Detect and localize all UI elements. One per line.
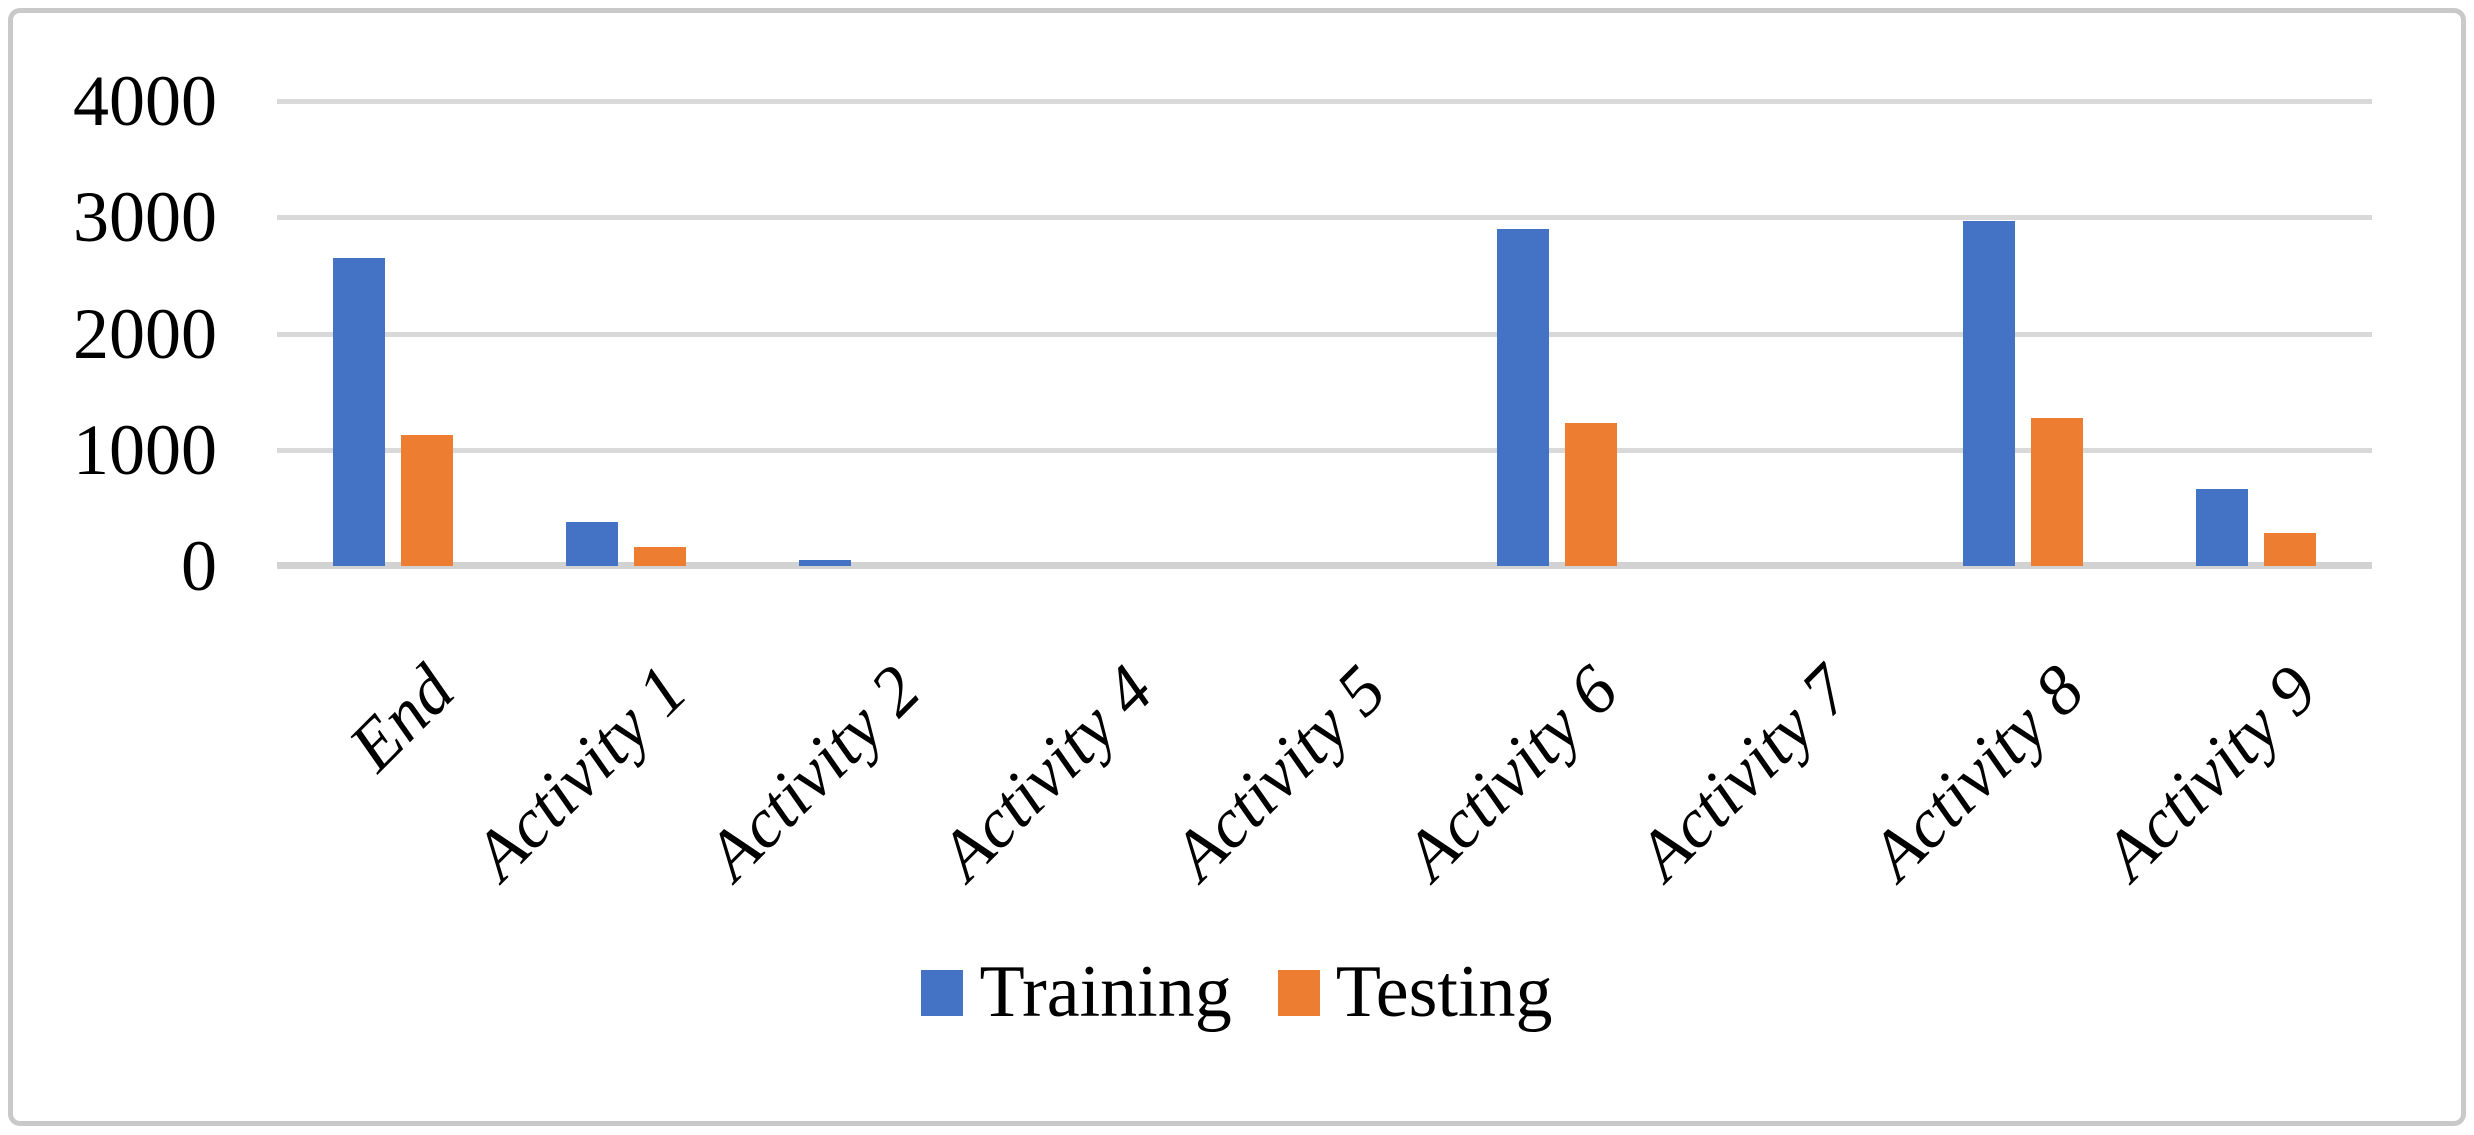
y-tick-label: 4000	[73, 61, 217, 141]
legend-marker-training	[921, 969, 964, 1016]
y-tick-label: 2000	[73, 293, 217, 374]
bar-testing-activity-8	[2031, 418, 2083, 566]
legend-label: Testing	[1335, 951, 1553, 1033]
x-axis-label: Activity 9	[2089, 651, 2332, 895]
bar-training-activity-2	[799, 560, 851, 566]
bar-training-end	[333, 258, 385, 566]
gridline	[277, 447, 2372, 453]
x-axis-line	[277, 562, 2372, 569]
legend: Training Testing	[0, 951, 2474, 1033]
bar-training-activity-6	[1497, 229, 1549, 566]
bar-training-activity-1	[566, 522, 618, 566]
legend-label: Training	[979, 951, 1232, 1033]
bar-testing-activity-1	[634, 547, 686, 566]
bar-testing-activity-6	[1565, 423, 1617, 566]
legend-item-testing: Testing	[1277, 951, 1553, 1033]
bar-training-activity-8	[1963, 221, 2015, 566]
bar-testing-activity-9	[2264, 533, 2316, 566]
legend-marker-testing	[1277, 969, 1320, 1016]
y-tick-label: 1000	[73, 409, 217, 490]
plot-area	[277, 99, 2372, 569]
bar-training-activity-9	[2196, 489, 2248, 566]
legend-item-training: Training	[921, 951, 1232, 1033]
bar-testing-end	[401, 435, 453, 566]
gridline	[277, 215, 2372, 221]
gridline	[277, 99, 2372, 104]
y-tick-label: 0	[181, 526, 217, 606]
y-tick-label: 3000	[73, 177, 217, 258]
gridline	[277, 331, 2372, 337]
